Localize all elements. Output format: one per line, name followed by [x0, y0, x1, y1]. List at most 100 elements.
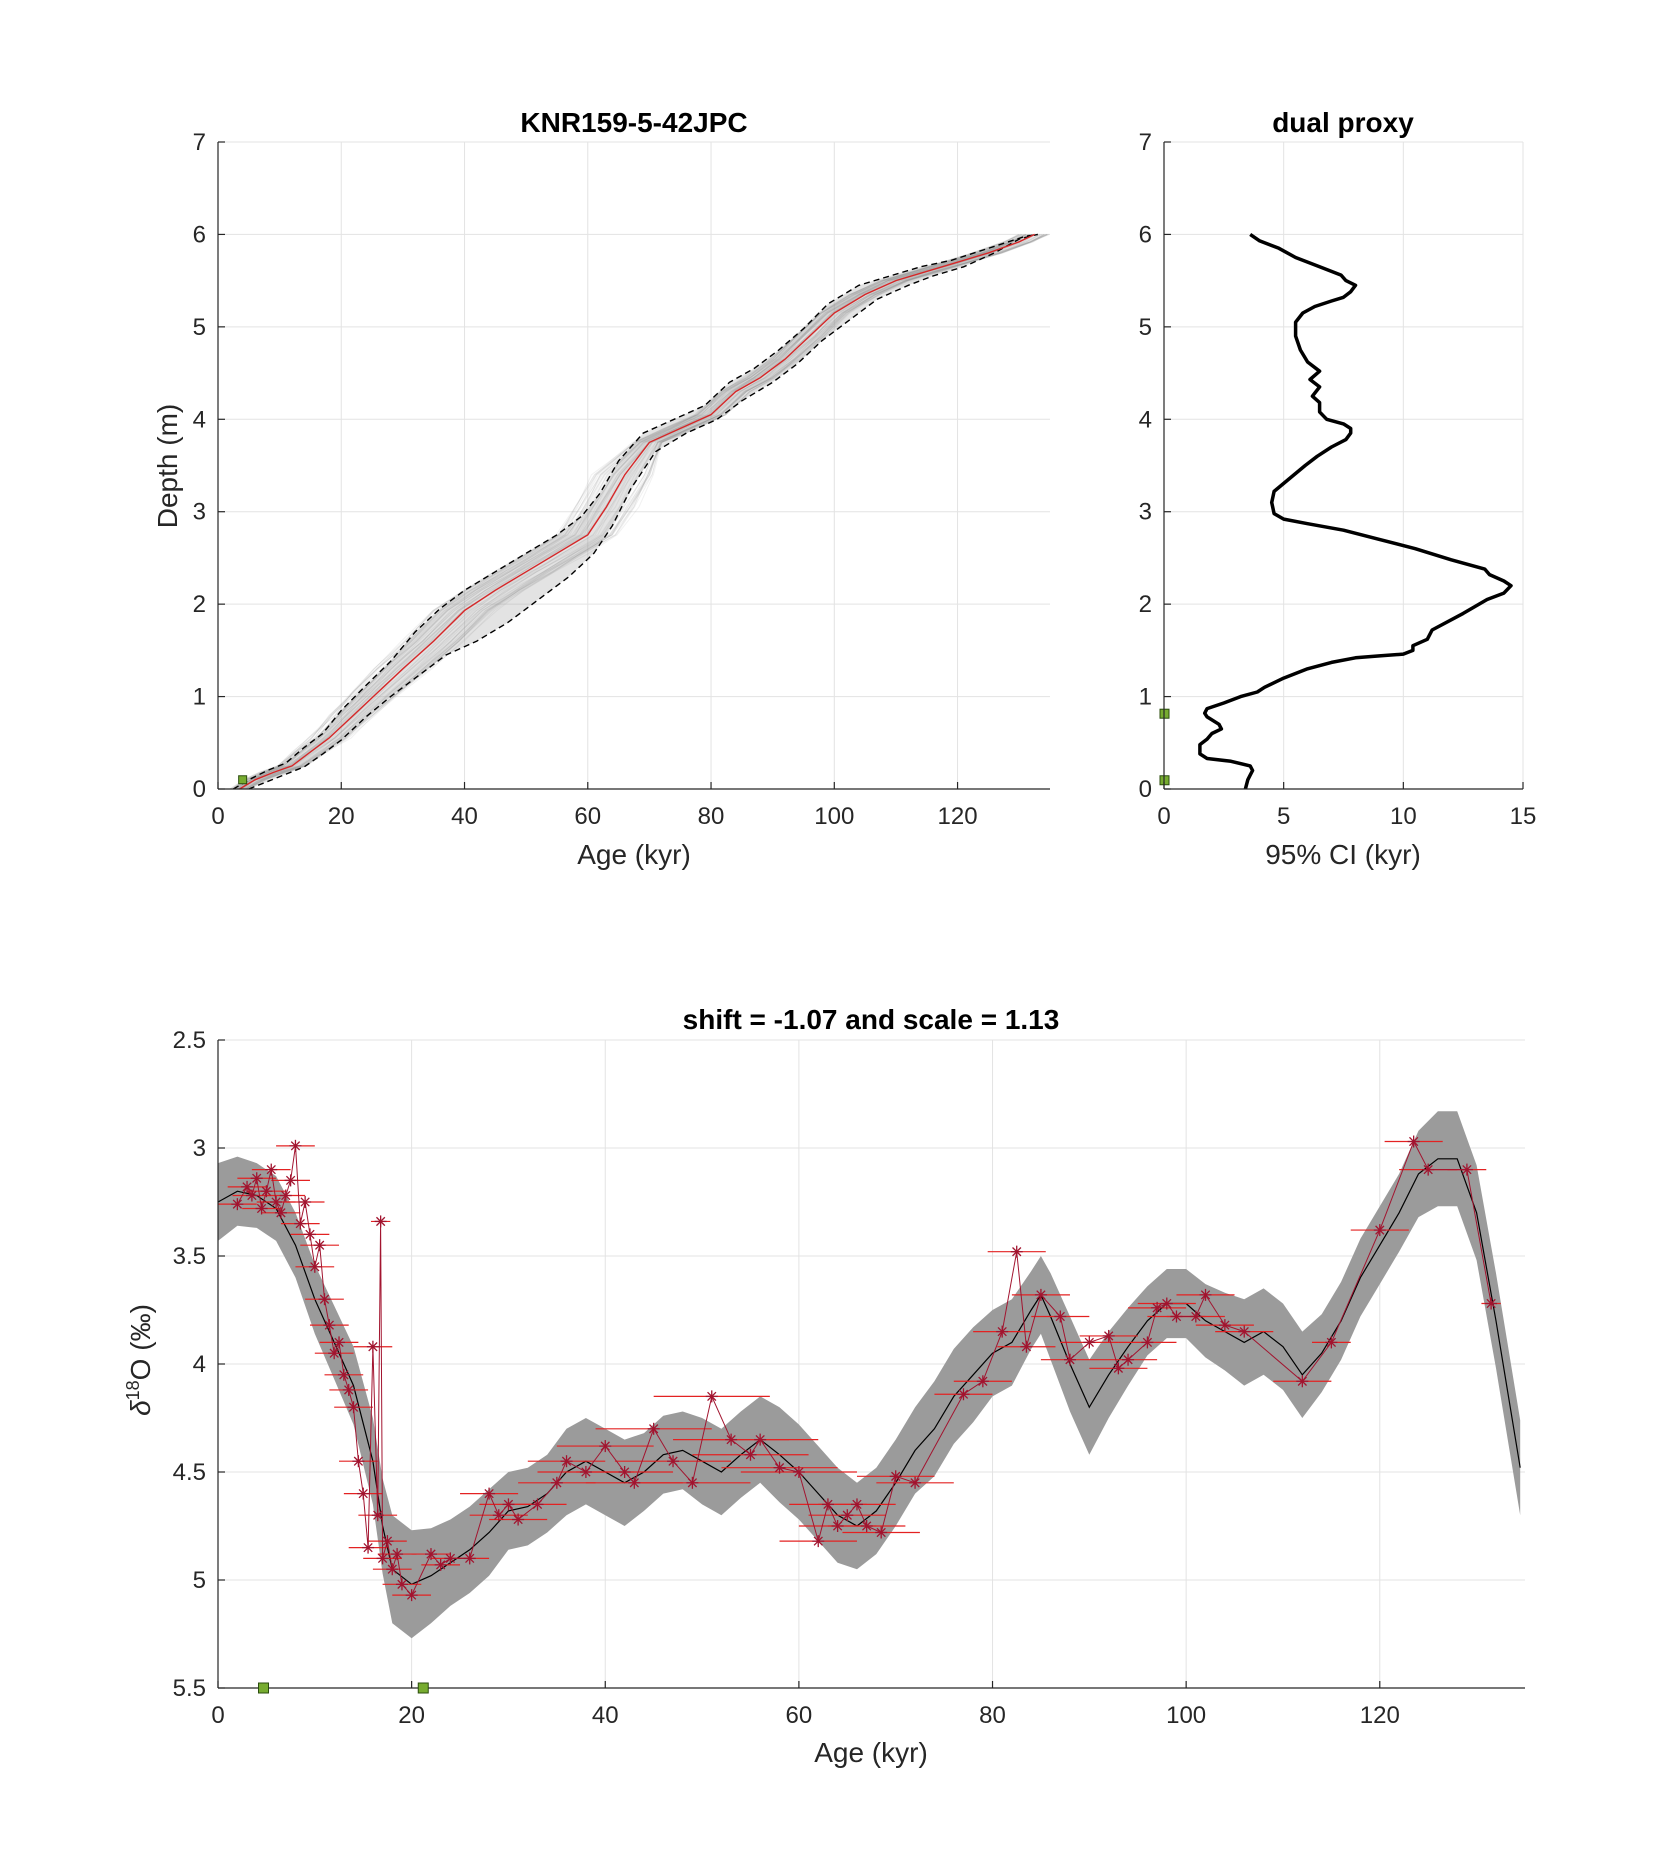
observation-marker	[850, 1498, 863, 1511]
ensemble-member	[233, 233, 1020, 790]
observation-marker	[1141, 1336, 1154, 1349]
y-tick-label: 5.5	[173, 1675, 206, 1702]
x-tick-label: 40	[451, 803, 478, 830]
ensemble-member	[245, 233, 1045, 790]
ensemble-member	[248, 233, 1050, 790]
observation-marker	[342, 1383, 355, 1396]
observation-marker	[1238, 1325, 1251, 1338]
ensemble-member	[239, 233, 1037, 790]
observation-marker	[255, 1202, 268, 1215]
ensemble-member	[233, 233, 1023, 790]
y-tick-label: 2.5	[173, 1027, 206, 1054]
x-tick-label: 0	[1157, 803, 1170, 830]
observation-marker	[1218, 1319, 1231, 1332]
x-tick-label: 5	[1277, 803, 1290, 830]
observation-marker	[260, 1185, 273, 1198]
observation-marker	[250, 1172, 263, 1185]
observation-marker	[1020, 1340, 1033, 1353]
observation-marker	[831, 1520, 844, 1532]
age-depth-x-label: Age (kyr)	[577, 839, 691, 870]
observation-marker	[270, 1196, 283, 1208]
ensemble-member	[248, 233, 1048, 790]
d18o-title: shift = -1.07 and scale = 1.13	[683, 1004, 1060, 1035]
ensemble-member	[238, 233, 1036, 790]
observation-marker	[792, 1466, 805, 1478]
ensemble-member	[242, 233, 1041, 790]
age-depth-axes: 0 20 40 60 80 100 120 0 1 2 3 4 5 6 7	[193, 129, 1050, 830]
observation-marker	[386, 1563, 399, 1576]
observation-marker	[976, 1375, 989, 1388]
y-tick-label: 4	[1139, 406, 1152, 433]
x-tick-label: 80	[698, 803, 725, 830]
observation-marker	[1170, 1310, 1183, 1323]
observation-marker	[1102, 1329, 1115, 1342]
observation-marker	[245, 1189, 258, 1202]
ensemble-member	[229, 233, 1023, 790]
median-line	[239, 233, 1035, 790]
ensemble-member	[237, 233, 1031, 790]
d18o-marks	[218, 1111, 1521, 1639]
d18o-axes: 0 20 40 60 80 100 120 2.5 3 3.5 4 4.5 5 5.5	[173, 1027, 1525, 1729]
y-tick-label: 5	[193, 1567, 206, 1594]
y-tick-label: 2	[193, 591, 206, 618]
observation-marker	[875, 1526, 888, 1539]
ci-grid	[1163, 141, 1524, 790]
y-tick-label: 3.5	[173, 1243, 206, 1270]
observation-marker	[274, 1206, 287, 1219]
y-tick-label: 4	[193, 1351, 206, 1378]
mean-curve	[218, 1158, 1521, 1585]
x-tick-label: 40	[592, 1702, 619, 1729]
ensemble-member	[244, 233, 1048, 790]
observation-marker	[374, 1215, 387, 1228]
age-depth-y-label: Depth (m)	[152, 404, 183, 528]
observation-marker	[618, 1466, 631, 1478]
observation-marker	[860, 1520, 873, 1532]
observation-marker	[352, 1455, 365, 1468]
ensemble-member	[242, 233, 1045, 790]
ensemble-member	[237, 233, 1029, 790]
observation-marker	[337, 1368, 350, 1381]
y-tick-label: 5	[193, 314, 206, 341]
observation-marker	[424, 1548, 437, 1561]
x-tick-label: 0	[211, 1702, 224, 1729]
observation-marker	[1063, 1353, 1076, 1366]
y-tick-label: 3	[193, 1135, 206, 1162]
ci-x-label: 95% CI (kyr)	[1265, 839, 1421, 870]
observation-marker	[284, 1174, 297, 1187]
observation-marker	[1160, 1297, 1173, 1310]
observation-marker	[328, 1347, 341, 1360]
x-tick-label: 100	[1166, 1702, 1206, 1729]
observation-marker	[1151, 1301, 1164, 1314]
ensemble-member	[230, 233, 1024, 790]
y-tick-label: 4	[193, 406, 206, 433]
observation-marker	[463, 1552, 476, 1565]
observation-marker	[725, 1433, 738, 1446]
d18o-x-label: Age (kyr)	[814, 1737, 928, 1768]
observation-marker	[366, 1340, 379, 1353]
observation-marker	[560, 1455, 573, 1468]
ensemble-member	[246, 233, 1043, 790]
d18o-y-label-rest: O (‰)	[125, 1304, 156, 1380]
y-tick-label: 7	[193, 129, 206, 156]
y-tick-label: 4.5	[173, 1459, 206, 1486]
age-depth-marks	[233, 233, 1038, 790]
tie-point-marker	[417, 1682, 429, 1694]
y-tick-label: 1	[1139, 684, 1152, 711]
observation-marker	[347, 1401, 360, 1414]
observation-marker	[1485, 1297, 1498, 1310]
x-tick-label: 20	[328, 803, 355, 830]
age-depth-ensemble	[229, 233, 1050, 790]
ensemble-member	[247, 233, 1048, 790]
ensemble-member	[232, 233, 1020, 790]
ensemble-member	[243, 233, 1045, 790]
observation-marker	[744, 1448, 757, 1461]
observation-marker	[303, 1228, 316, 1241]
uncertainty-band	[218, 1111, 1521, 1639]
observation-marker	[1189, 1310, 1202, 1323]
ensemble-member	[246, 233, 1050, 790]
observation-marker	[502, 1498, 515, 1511]
observation-marker	[957, 1388, 970, 1401]
observation-marker	[1296, 1375, 1309, 1388]
ensemble-member	[241, 233, 1037, 790]
observation-marker	[333, 1336, 346, 1349]
